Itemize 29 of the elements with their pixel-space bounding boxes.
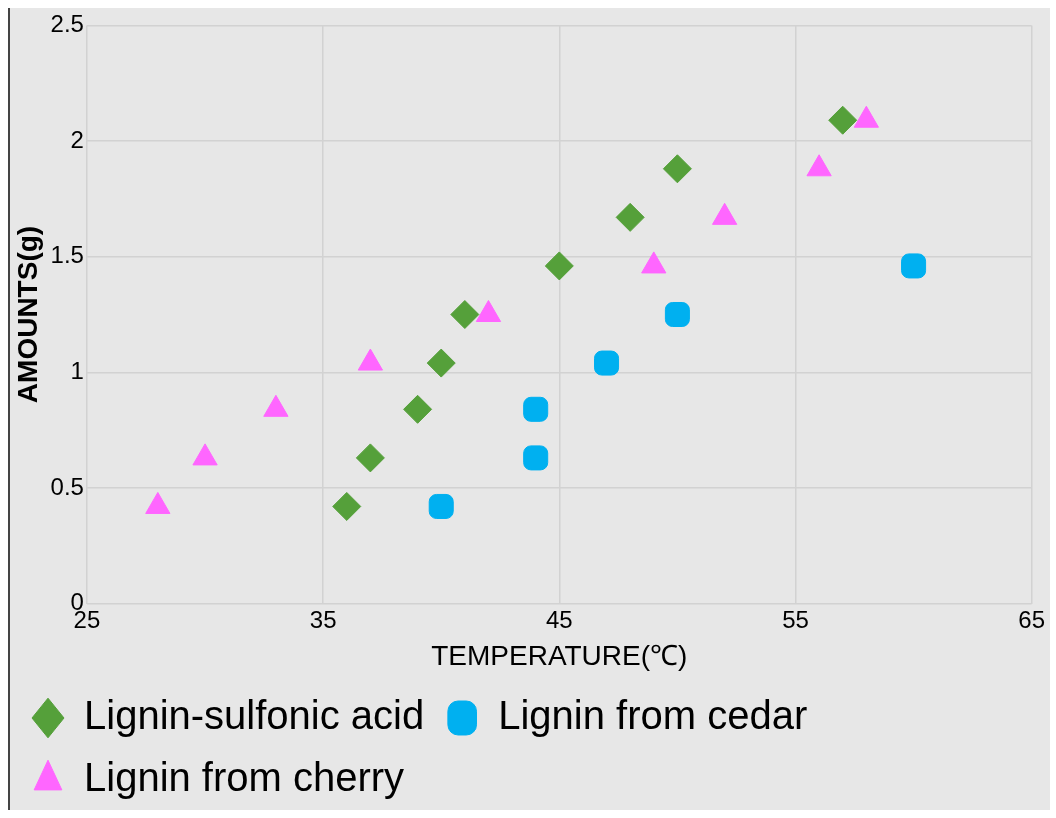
x-tick-label: 55 xyxy=(782,605,809,633)
x-tick-label: 65 xyxy=(1018,605,1045,633)
y-tick-label: 1 xyxy=(70,356,84,384)
legend-label: Lignin-sulfonic acid xyxy=(84,693,425,738)
point xyxy=(544,251,574,281)
y-tick-label: 0.5 xyxy=(50,472,84,500)
point xyxy=(615,202,645,232)
legend-label: Lignin from cedar xyxy=(498,693,808,738)
point xyxy=(828,105,858,135)
point xyxy=(450,300,480,329)
point xyxy=(664,301,690,328)
x-axis-title: TEMPERATURE(℃) xyxy=(431,639,688,671)
legend-label: Lignin from cherry xyxy=(84,755,405,800)
point xyxy=(403,394,433,424)
point xyxy=(523,396,549,422)
point xyxy=(901,253,927,279)
x-tick-label: 45 xyxy=(545,605,573,633)
point xyxy=(523,445,549,471)
point xyxy=(332,491,362,521)
y-axis-title: AMOUNTS(g) xyxy=(11,225,43,404)
x-tick-label: 35 xyxy=(309,605,337,633)
point xyxy=(594,350,620,376)
y-tick-label: 1.5 xyxy=(50,241,84,269)
point xyxy=(428,493,454,519)
y-tick-label: 2.5 xyxy=(50,10,84,38)
point xyxy=(662,154,692,184)
point xyxy=(355,443,385,473)
point xyxy=(426,348,456,378)
y-tick-label: 2 xyxy=(70,125,84,153)
